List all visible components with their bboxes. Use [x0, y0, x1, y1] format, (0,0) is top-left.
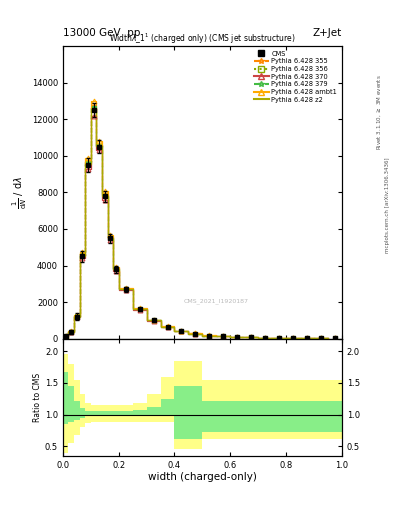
Y-axis label: Ratio to CMS: Ratio to CMS — [33, 373, 42, 422]
Text: Rivet 3.1.10, $\geq$ 3M events: Rivet 3.1.10, $\geq$ 3M events — [375, 75, 383, 151]
Text: Z+Jet: Z+Jet — [313, 28, 342, 38]
Text: CMS_2021_I1920187: CMS_2021_I1920187 — [184, 298, 249, 304]
Title: Width$\lambda$_1$^1$ (charged only) (CMS jet substructure): Width$\lambda$_1$^1$ (charged only) (CMS… — [109, 32, 296, 46]
Y-axis label: $\frac{1}{\mathrm{d}N}$ / $\mathrm{d}\lambda$: $\frac{1}{\mathrm{d}N}$ / $\mathrm{d}\la… — [11, 176, 29, 209]
Text: mcplots.cern.ch [arXiv:1306.3436]: mcplots.cern.ch [arXiv:1306.3436] — [385, 157, 389, 252]
Text: 13000 GeV  pp: 13000 GeV pp — [63, 28, 140, 38]
Legend: CMS, Pythia 6.428 355, Pythia 6.428 356, Pythia 6.428 370, Pythia 6.428 379, Pyt: CMS, Pythia 6.428 355, Pythia 6.428 356,… — [252, 48, 340, 105]
X-axis label: width (charged-only): width (charged-only) — [148, 472, 257, 482]
